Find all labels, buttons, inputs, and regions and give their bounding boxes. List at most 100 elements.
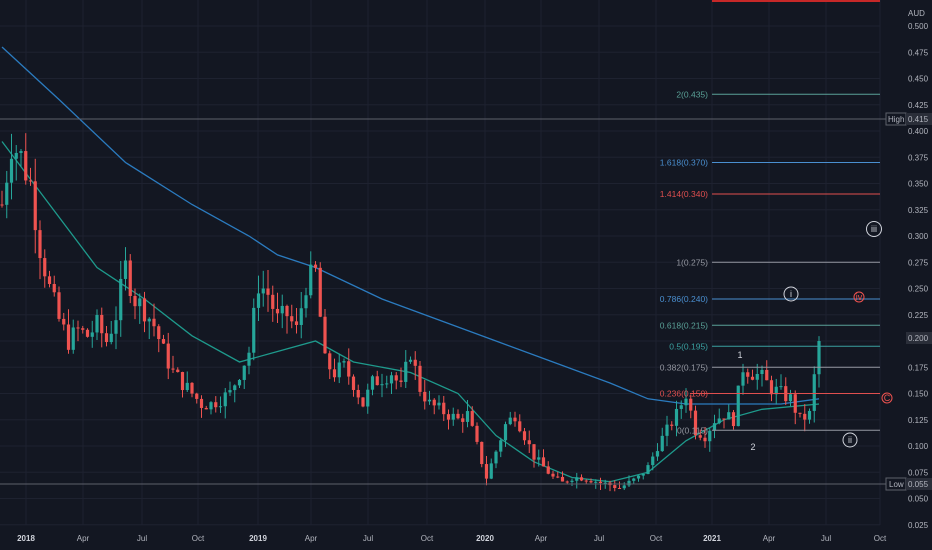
candle-body <box>712 423 717 431</box>
candle <box>399 367 403 388</box>
candle-body <box>394 375 398 381</box>
fib-level-label: 1.414(0.340) <box>660 189 708 199</box>
candle <box>803 404 807 432</box>
candle <box>727 404 731 420</box>
candle <box>323 308 327 354</box>
candle <box>503 421 508 447</box>
y-tick-label: 0.400 <box>908 127 929 136</box>
x-tick-label: Oct <box>192 534 205 543</box>
candle-body <box>176 369 180 373</box>
x-tick-label: Jul <box>363 534 373 543</box>
time-axis[interactable]: 2018 Apr Jul Oct 2019 Apr Jul Oct 2020 Apr Jul Oct 2… <box>17 534 887 543</box>
candle <box>760 365 764 387</box>
candle <box>52 275 56 297</box>
candle-body <box>575 477 579 481</box>
candle-body <box>750 376 755 380</box>
candle-body <box>209 402 213 410</box>
candle-body <box>0 204 4 206</box>
candle <box>513 411 517 427</box>
candle <box>180 371 185 398</box>
candle <box>370 374 375 396</box>
y-tick-label: 0.325 <box>908 206 929 215</box>
y-tick-label: 0.150 <box>908 390 929 399</box>
candle-body <box>171 368 175 370</box>
candle-body <box>560 476 565 482</box>
candle-body <box>128 260 132 296</box>
candle-body <box>622 485 626 489</box>
candle-body <box>313 264 318 268</box>
candle-body <box>670 424 674 426</box>
candle-body <box>413 359 417 366</box>
x-tick-label: Oct <box>421 534 434 543</box>
fib-extension[interactable]: 2(0.435) 1.618(0.370) 1.414(0.340) 1(0.275)… <box>660 89 880 435</box>
candle <box>38 220 42 280</box>
candle-body <box>817 341 821 375</box>
y-tick-label: 0.450 <box>908 75 929 84</box>
candle <box>90 320 94 348</box>
ma-short-line <box>1 141 820 483</box>
candle-body <box>418 365 422 392</box>
candle <box>465 399 470 428</box>
candle-body <box>760 369 764 375</box>
candle <box>356 384 360 405</box>
low-tag: Low 0.055 <box>885 477 932 491</box>
candle <box>632 477 636 485</box>
candles <box>0 133 821 492</box>
candle-body <box>62 318 66 325</box>
candle-body <box>684 398 688 406</box>
candle-body <box>356 389 360 398</box>
candle <box>446 409 451 430</box>
candle <box>788 389 793 407</box>
candle <box>584 479 588 484</box>
candle <box>793 390 797 425</box>
candle <box>712 414 717 439</box>
candle-body <box>812 374 816 411</box>
candle <box>508 411 512 426</box>
candle <box>275 292 280 323</box>
candle <box>404 350 408 388</box>
candle-body <box>465 411 470 422</box>
candle <box>817 336 821 388</box>
candle <box>57 286 61 322</box>
candle-body <box>584 480 588 482</box>
candle-body <box>228 390 232 393</box>
y-tick-label: 0.275 <box>908 258 929 267</box>
candle-body <box>527 440 531 445</box>
candle-body <box>674 408 679 426</box>
fib-level-label: 0(0.115) <box>677 425 708 435</box>
candle <box>499 437 503 458</box>
candle-body <box>470 411 474 426</box>
candle <box>294 308 299 334</box>
candle <box>195 392 199 404</box>
candle <box>546 461 550 475</box>
candle <box>579 474 584 482</box>
candle <box>152 303 156 337</box>
candle-body <box>95 314 99 333</box>
candle-body <box>427 399 432 402</box>
ma-long-line <box>1 46 820 405</box>
candle-body <box>807 410 812 420</box>
candle-body <box>423 391 427 402</box>
candle-body <box>765 369 769 381</box>
candle <box>299 291 303 339</box>
candle <box>689 394 693 419</box>
candle-body <box>294 321 299 325</box>
candle <box>114 306 118 350</box>
candle <box>24 133 28 185</box>
current-price-value: 0.200 <box>908 334 929 343</box>
candle-body <box>546 466 550 474</box>
candle <box>242 365 246 390</box>
candle-body <box>214 402 218 408</box>
candle <box>560 471 565 482</box>
candle-body <box>109 333 113 343</box>
price-axis[interactable]: 0.025 0.050 0.075 0.100 0.125 0.150 0.175 0.200… <box>908 22 929 530</box>
candle-body <box>727 412 731 420</box>
candle <box>71 319 75 354</box>
candle-body <box>271 294 275 309</box>
candle <box>389 371 394 395</box>
candle-body <box>598 481 603 484</box>
candle-body <box>104 333 109 343</box>
candle-body <box>204 407 208 410</box>
candle-body <box>461 418 465 422</box>
